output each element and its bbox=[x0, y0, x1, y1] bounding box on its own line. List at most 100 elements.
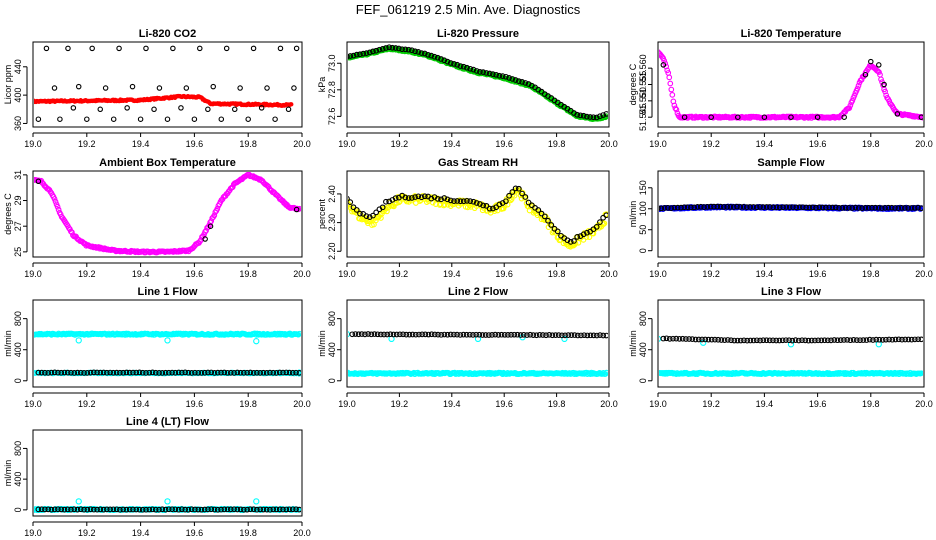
y-tick-label: 27 bbox=[13, 221, 23, 231]
data-point bbox=[587, 114, 594, 120]
y-tick-label: 800 bbox=[13, 311, 23, 326]
data-point bbox=[169, 369, 175, 376]
data-point bbox=[812, 337, 818, 344]
data-point bbox=[237, 506, 244, 513]
data-point bbox=[250, 370, 257, 376]
data-point bbox=[770, 204, 777, 211]
data-point bbox=[116, 45, 122, 52]
data-point bbox=[493, 204, 499, 211]
data-point bbox=[705, 336, 712, 343]
data-point bbox=[763, 204, 770, 210]
data-point bbox=[720, 204, 727, 210]
data-point bbox=[549, 332, 556, 339]
x-tick-label: 19.2 bbox=[391, 139, 409, 149]
data-point bbox=[846, 205, 852, 211]
data-point bbox=[418, 194, 425, 201]
data-point bbox=[538, 210, 545, 217]
data-point bbox=[530, 332, 537, 338]
x-tick-label: 19.4 bbox=[132, 399, 150, 409]
data-point bbox=[370, 48, 376, 55]
data-point bbox=[483, 70, 490, 76]
series-hourly bbox=[348, 185, 608, 245]
x-tick-label: 19.2 bbox=[702, 139, 720, 149]
data-point bbox=[865, 204, 872, 211]
data-point bbox=[133, 506, 140, 513]
data-point bbox=[383, 45, 389, 51]
data-point bbox=[400, 331, 406, 338]
data-point bbox=[156, 370, 162, 376]
data-point bbox=[97, 369, 104, 376]
x-tick-label: 19.6 bbox=[809, 399, 827, 409]
data-point bbox=[377, 331, 384, 338]
data-point bbox=[708, 336, 715, 343]
y-tick-label: 51.560 bbox=[638, 54, 648, 82]
data-point bbox=[100, 506, 107, 513]
x-tick-label: 19.8 bbox=[548, 269, 566, 279]
series-hourly bbox=[349, 331, 608, 339]
data-point bbox=[918, 205, 923, 212]
data-point bbox=[133, 369, 140, 376]
data-point bbox=[250, 45, 257, 52]
data-point bbox=[441, 331, 448, 338]
data-point bbox=[734, 337, 741, 344]
x-tick-label: 20.0 bbox=[600, 269, 618, 279]
data-point bbox=[234, 369, 241, 376]
data-point bbox=[428, 331, 435, 338]
data-point bbox=[169, 506, 175, 513]
data-point bbox=[283, 369, 290, 376]
data-point bbox=[35, 506, 42, 513]
data-point bbox=[734, 203, 740, 210]
panel-1: Li-820 CO2 Licor ppm 19.0 19.2 19.4 19.6 19.8 2… bbox=[3, 28, 311, 149]
series-hourly bbox=[660, 58, 923, 120]
data-point bbox=[357, 51, 363, 58]
figure-title: FEF_061219 2.5 Min. Ave. Diagnostics bbox=[356, 2, 581, 17]
data-point bbox=[464, 198, 470, 204]
data-point bbox=[392, 195, 399, 201]
y-tick-label: 0 bbox=[638, 248, 648, 253]
data-point bbox=[665, 204, 671, 211]
x-tick-label: 19.4 bbox=[443, 139, 461, 149]
data-point bbox=[159, 370, 166, 376]
data-point bbox=[389, 44, 396, 51]
data-point bbox=[438, 196, 444, 203]
data-point bbox=[921, 115, 923, 121]
data-point bbox=[195, 369, 202, 376]
data-point bbox=[408, 47, 415, 54]
data-point bbox=[522, 80, 529, 86]
data-point bbox=[593, 224, 600, 230]
data-point bbox=[892, 336, 899, 343]
panel-title: Line 3 Flow bbox=[761, 286, 821, 298]
data-point bbox=[506, 192, 512, 199]
data-point bbox=[81, 506, 87, 513]
y-tick-label: 31 bbox=[13, 170, 23, 180]
data-point bbox=[463, 331, 470, 338]
data-point bbox=[727, 204, 734, 210]
data-point bbox=[175, 506, 182, 513]
data-point bbox=[419, 331, 425, 338]
y-tick-label: 0 bbox=[13, 507, 23, 512]
data-point bbox=[422, 331, 429, 338]
data-point bbox=[263, 369, 270, 376]
data-point bbox=[250, 506, 257, 513]
y-axis-label: degrees C bbox=[628, 63, 638, 105]
data-point bbox=[87, 506, 94, 513]
y-tick-label: 800 bbox=[638, 311, 648, 326]
data-point bbox=[149, 369, 156, 376]
data-point bbox=[89, 45, 95, 52]
panel-title: Gas Stream RH bbox=[438, 157, 518, 169]
plot-area bbox=[34, 498, 301, 514]
data-point bbox=[52, 198, 59, 205]
data-point bbox=[376, 46, 383, 53]
data-point bbox=[593, 332, 600, 339]
data-point bbox=[888, 204, 895, 211]
data-point bbox=[520, 331, 527, 338]
data-point bbox=[666, 74, 673, 81]
panel-2: Li-820 Pressure kPa 19.0 19.2 19.4 19.6 19.8 20… bbox=[317, 28, 618, 149]
data-point bbox=[679, 335, 686, 342]
x-tick-label: 19.2 bbox=[78, 528, 96, 538]
data-point bbox=[68, 369, 74, 376]
data-point bbox=[915, 204, 921, 211]
x-tick-label: 19.8 bbox=[239, 399, 257, 409]
data-point bbox=[779, 337, 786, 344]
